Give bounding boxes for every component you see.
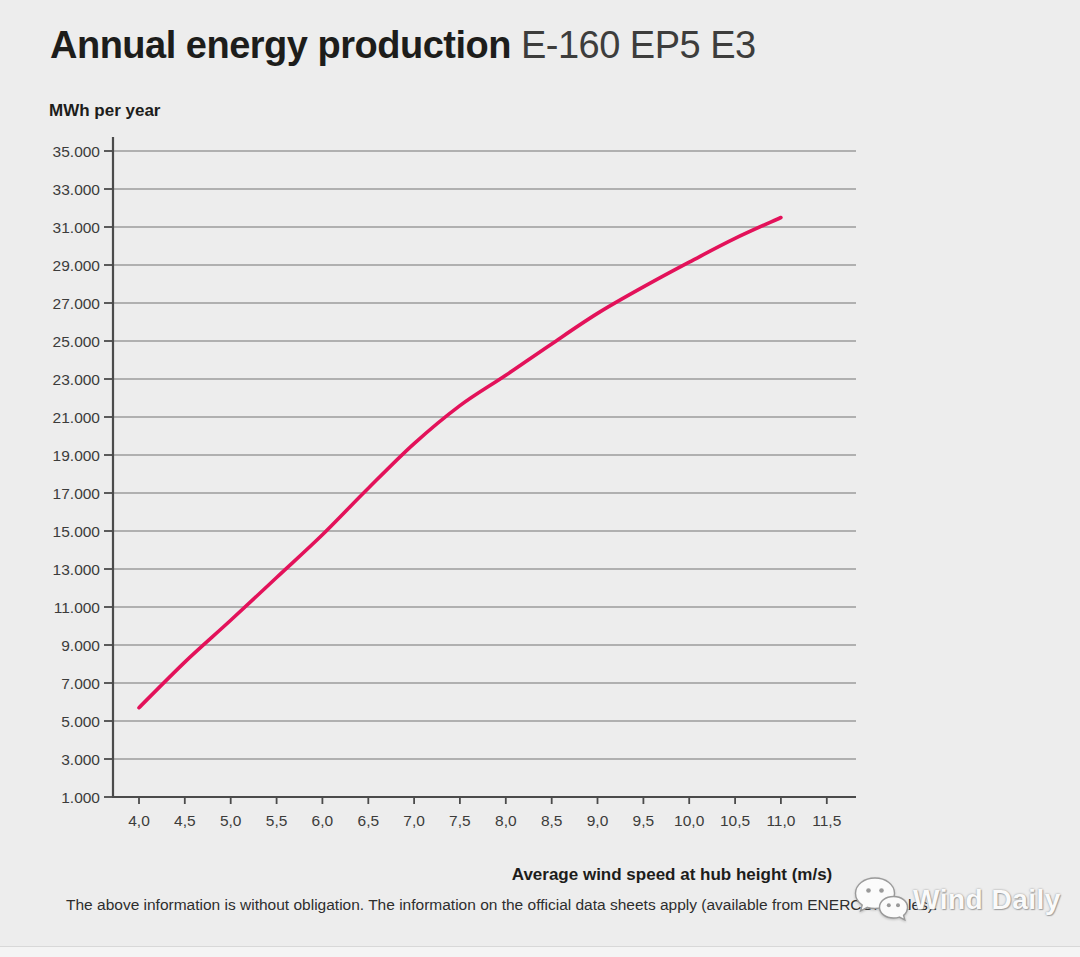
x-tick-label: 5,5 xyxy=(266,812,288,829)
x-tick-label: 9,5 xyxy=(633,812,655,829)
y-tick-label: 35.000 xyxy=(53,143,101,160)
x-tick-label: 7,0 xyxy=(403,812,425,829)
y-tick-label: 31.000 xyxy=(53,219,101,236)
y-tick-label: 9.000 xyxy=(61,637,100,654)
y-tick-label: 27.000 xyxy=(53,295,101,312)
y-tick-label: 29.000 xyxy=(53,257,101,274)
y-axis-title: MWh per year xyxy=(49,101,160,121)
y-tick-label: 13.000 xyxy=(53,561,101,578)
y-tick-label: 23.000 xyxy=(53,371,101,388)
x-tick-label: 6,0 xyxy=(312,812,334,829)
y-tick-label: 21.000 xyxy=(53,409,101,426)
page-title: Annual energy productionE-160 EP5 E3 xyxy=(50,24,756,67)
y-tick-label: 19.000 xyxy=(53,447,101,464)
y-tick-label: 1.000 xyxy=(61,789,100,806)
disclaimer-text: The above information is without obligat… xyxy=(66,896,937,914)
y-tick-label: 17.000 xyxy=(53,485,101,502)
x-axis-title: Average wind speed at hub height (m/s) xyxy=(512,865,833,885)
x-tick-label: 11,5 xyxy=(812,812,841,829)
wechat-icon xyxy=(852,874,910,926)
page: Annual energy productionE-160 EP5 E3 MWh… xyxy=(0,0,1080,957)
y-tick-label: 3.000 xyxy=(61,751,100,768)
x-tick-label: 9,0 xyxy=(587,812,609,829)
x-tick-label: 4,0 xyxy=(128,812,150,829)
page-title-main: Annual energy production xyxy=(50,24,511,66)
y-tick-label: 5.000 xyxy=(61,713,100,730)
y-tick-label: 25.000 xyxy=(53,333,101,350)
watermark: Wind Daily xyxy=(852,874,1061,926)
y-tick-label: 7.000 xyxy=(61,675,100,692)
y-tick-label: 11.000 xyxy=(54,599,101,616)
x-tick-label: 4,5 xyxy=(174,812,196,829)
x-tick-label: 5,0 xyxy=(220,812,242,829)
y-tick-label: 33.000 xyxy=(53,181,101,198)
x-tick-label: 6,5 xyxy=(358,812,380,829)
x-tick-label: 7,5 xyxy=(449,812,471,829)
x-tick-label: 10,5 xyxy=(720,812,750,829)
aep-curve xyxy=(139,218,781,708)
x-tick-label: 10,0 xyxy=(674,812,705,829)
page-title-model: E-160 EP5 E3 xyxy=(521,24,756,66)
bottom-strip xyxy=(0,946,1080,957)
watermark-label: Wind Daily xyxy=(913,884,1061,916)
y-tick-label: 15.000 xyxy=(53,523,101,540)
x-tick-label: 11,0 xyxy=(766,812,795,829)
x-tick-label: 8,0 xyxy=(495,812,517,829)
aep-line-chart: 1.000 3.000 5.000 7.000 9.000 11.000 13.000 15.… xyxy=(0,0,1080,860)
x-tick-label: 8,5 xyxy=(541,812,563,829)
